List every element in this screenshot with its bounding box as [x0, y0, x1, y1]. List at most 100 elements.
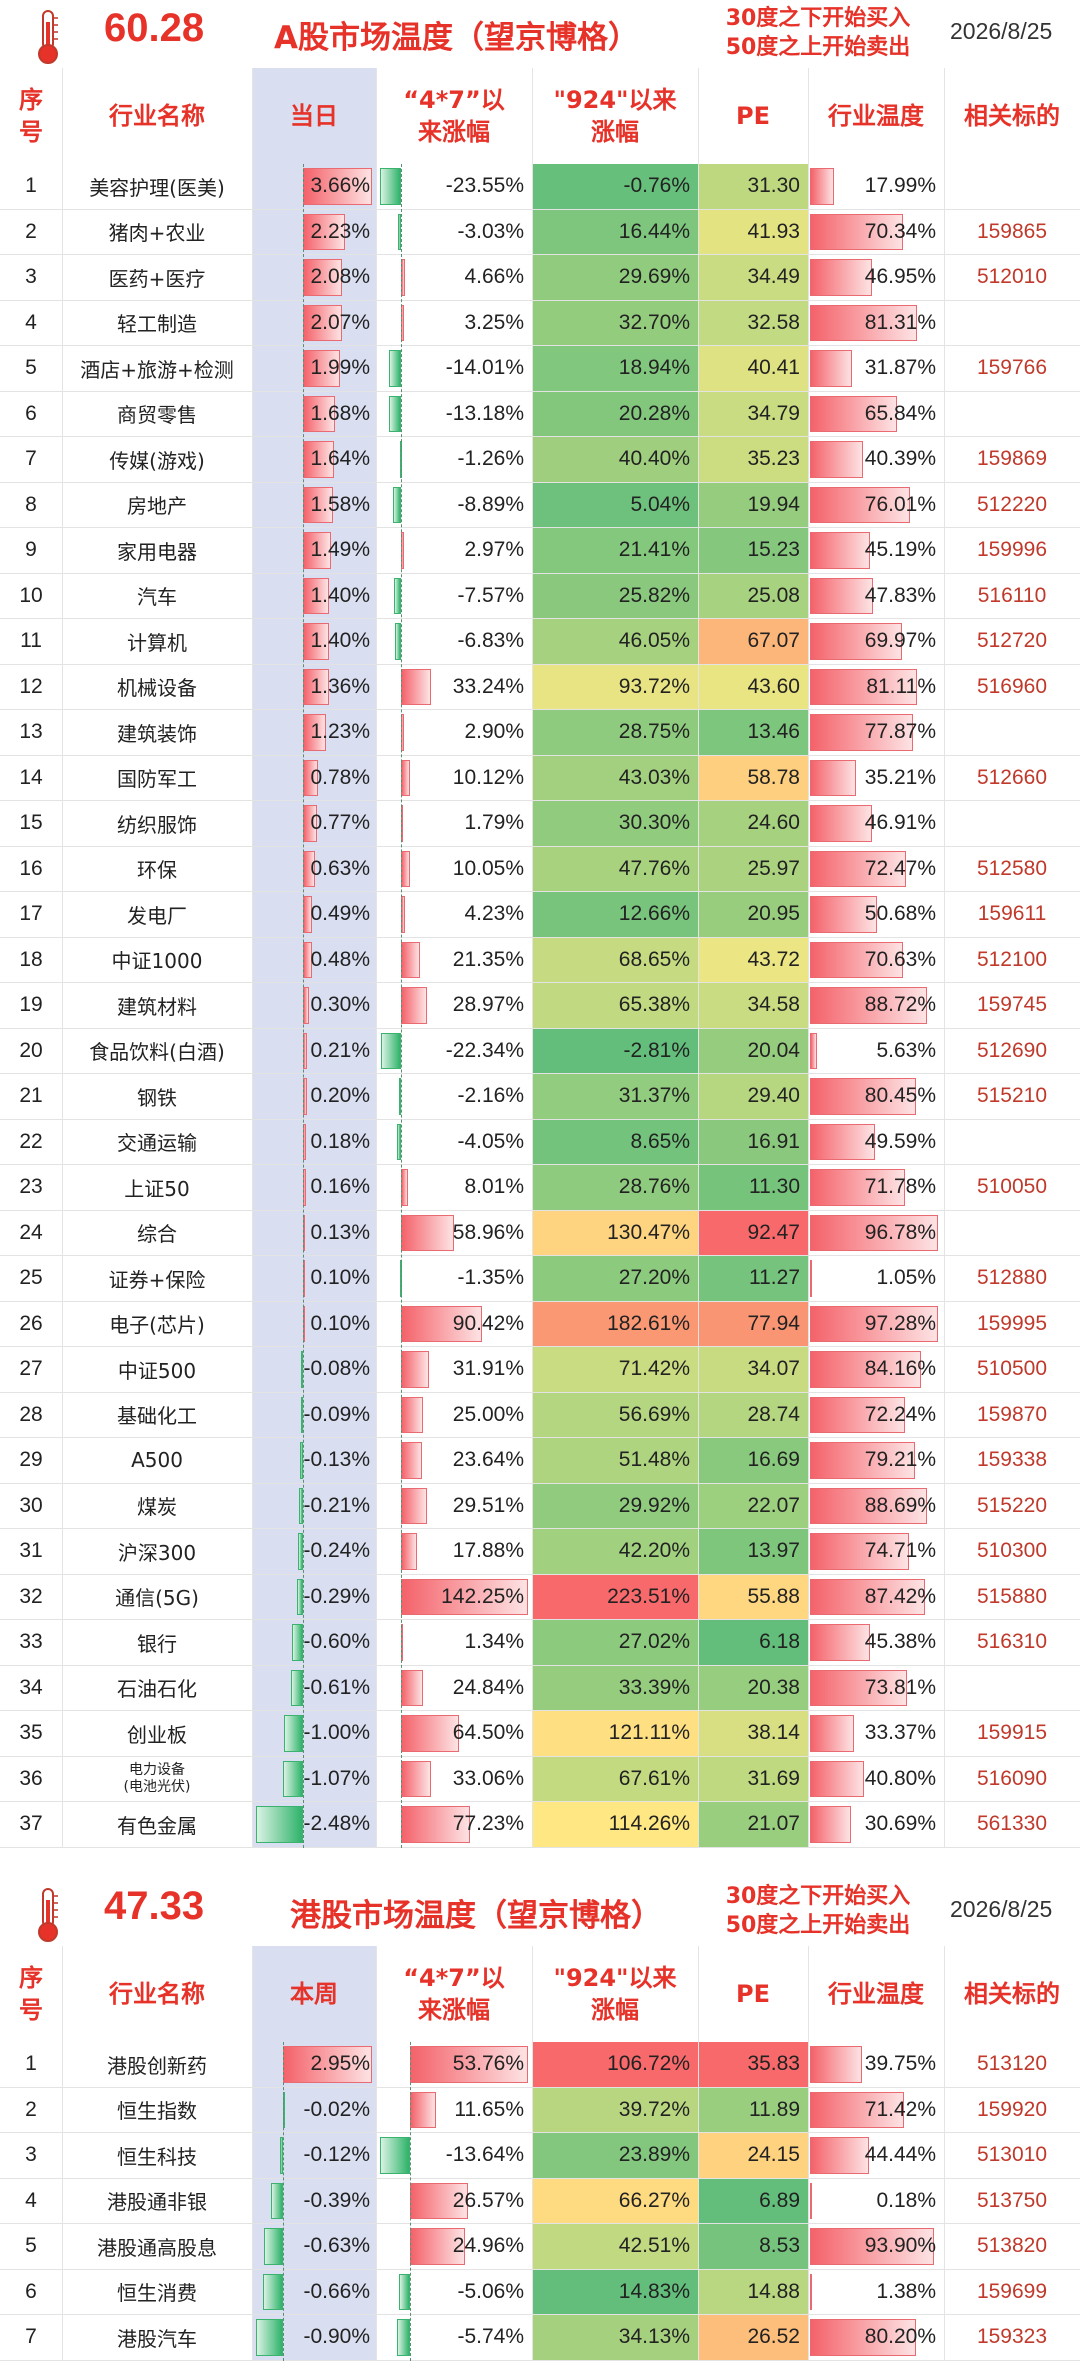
since-47-value: 10.05%	[452, 856, 524, 880]
related-fund-code[interactable]: 513820	[976, 2234, 1048, 2258]
related-fund-code[interactable]: 512580	[976, 856, 1048, 880]
related-fund-code[interactable]: 561330	[976, 1812, 1048, 1836]
related-fund-code[interactable]: 510050	[976, 1175, 1048, 1199]
related-fund-code[interactable]	[944, 1666, 1080, 1711]
industry-temperature-value: 72.47%	[864, 856, 936, 880]
industry-temperature-value: 0.18%	[876, 2188, 936, 2212]
since-924-value: 39.72%	[618, 2097, 690, 2121]
since-47-value: 2.90%	[464, 720, 524, 744]
related-fund-code[interactable]	[944, 710, 1080, 755]
daily-change-bar	[302, 395, 335, 432]
industry-temperature-bar	[810, 1351, 922, 1388]
since-47-value: 25.00%	[452, 1402, 524, 1426]
daily-change-cell: -1.00%	[252, 1711, 376, 1756]
since-924-cell: 32.70%	[532, 300, 698, 345]
table-row: 26 电子(芯片) 0.10% 90.42% 182.61% 77.94 97.28% 159…	[0, 1301, 1080, 1347]
since-924-cell: 29.92%	[532, 1483, 698, 1528]
since-924-value: 34.13%	[618, 2325, 690, 2349]
since-924-value: 51.48%	[618, 1448, 690, 1472]
industry-temperature-bar	[810, 2046, 863, 2083]
market-header: 47.33 港股市场温度（望京博格） 30度之下开始买入 50度之上开始卖出 2026/…	[0, 1878, 1080, 1946]
daily-change-bar	[302, 441, 334, 478]
related-fund-code[interactable]: 512100	[976, 947, 1048, 971]
related-fund-code[interactable]	[944, 1120, 1080, 1165]
since-47-value: 2.97%	[464, 538, 524, 562]
since-47-value: -1.35%	[457, 1266, 524, 1290]
since-924-value: 32.70%	[618, 310, 690, 334]
related-fund-code[interactable]: 516960	[976, 674, 1048, 698]
related-fund-code[interactable]: 159611	[977, 902, 1047, 926]
daily-change-bar	[271, 2182, 284, 2219]
related-fund-code[interactable]: 159920	[976, 2097, 1048, 2121]
related-fund-code[interactable]: 516110	[977, 583, 1047, 607]
industry-temperature-cell: 49.59%	[808, 1120, 944, 1165]
industry-temperature-bar	[810, 259, 872, 296]
since-924-value: 23.89%	[618, 2143, 690, 2167]
table-row: 33 银行 -0.60% 1.34% 27.02% 6.18 45.38% 516310	[0, 1620, 1080, 1666]
related-fund-code[interactable]: 512690	[976, 1038, 1048, 1062]
market-header: 60.28 A股市场温度（望京博格） 30度之下开始买入 50度之上开始卖出 2026/…	[0, 0, 1080, 68]
related-fund-code[interactable]: 515880	[976, 1584, 1048, 1608]
related-fund-code[interactable]: 516310	[976, 1630, 1048, 1654]
related-fund-code[interactable]: 159699	[976, 2279, 1048, 2303]
related-fund-code[interactable]: 513120	[976, 2052, 1048, 2076]
related-fund-code[interactable]	[944, 1211, 1080, 1256]
industry-temperature-value: 88.69%	[864, 1493, 936, 1517]
since-47-value: -8.89%	[457, 492, 524, 516]
pe-value: 31.69	[747, 1766, 800, 1790]
since-47-cell: -23.55%	[376, 164, 532, 209]
related-fund-code[interactable]: 159338	[976, 1448, 1048, 1472]
related-fund-code[interactable]: 159323	[976, 2325, 1048, 2349]
since-924-value: 18.94%	[618, 356, 690, 380]
pe-value: 77.94	[747, 1311, 800, 1335]
since-47-bar	[401, 1715, 459, 1752]
pe-value: 40.41	[747, 356, 800, 380]
related-fund-code[interactable]: 159870	[976, 1402, 1048, 1426]
daily-change-cell: 2.23%	[252, 210, 376, 255]
related-fund-code[interactable]: 510500	[976, 1357, 1048, 1381]
related-fund-code[interactable]: 515220	[976, 1493, 1048, 1517]
industry-temperature-cell: 93.90%	[808, 2224, 944, 2269]
related-fund-code[interactable]: 159745	[976, 993, 1048, 1017]
related-fund-code[interactable]	[944, 801, 1080, 846]
daily-change-cell: -0.09%	[252, 1393, 376, 1438]
related-fund-code[interactable]: 159766	[976, 356, 1048, 380]
related-fund-code[interactable]: 512660	[976, 765, 1048, 789]
market-temperature-value: 60.28	[104, 6, 205, 50]
related-fund-code[interactable]: 512880	[976, 1266, 1048, 1290]
pe-value: 22.07	[747, 1493, 800, 1517]
industry-temperature-value: 71.42%	[864, 2097, 936, 2121]
related-fund-code[interactable]: 513750	[976, 2188, 1048, 2212]
industry-temperature-cell: 33.37%	[808, 1711, 944, 1756]
related-fund-code[interactable]	[944, 301, 1080, 346]
related-fund-code[interactable]	[944, 392, 1080, 437]
daily-change-cell: 0.10%	[252, 1256, 376, 1301]
daily-change-value: 0.16%	[310, 1175, 370, 1199]
pe-cell: 67.07	[698, 619, 808, 664]
daily-change-cell: -0.66%	[252, 2270, 376, 2315]
related-fund-code[interactable]: 159865	[976, 219, 1048, 243]
related-fund-code[interactable]: 513010	[976, 2143, 1048, 2167]
daily-change-bar	[302, 350, 341, 387]
daily-change-bar	[298, 1533, 303, 1570]
related-fund-code[interactable]: 516090	[976, 1766, 1048, 1790]
related-fund-code[interactable]: 515210	[976, 1084, 1048, 1108]
industry-temperature-cell: 87.42%	[808, 1575, 944, 1620]
related-fund-code[interactable]: 159869	[976, 447, 1048, 471]
since-47-bar	[401, 1214, 454, 1251]
related-fund-code[interactable]: 159996	[976, 538, 1048, 562]
pe-value: 13.46	[747, 720, 800, 744]
since-924-value: 68.65%	[618, 947, 690, 971]
related-fund-code[interactable]: 512010	[976, 265, 1048, 289]
related-fund-code[interactable]	[944, 164, 1080, 209]
related-fund-code[interactable]: 159995	[976, 1311, 1048, 1335]
daily-change-cell: 1.23%	[252, 710, 376, 755]
row-index: 6	[25, 401, 37, 425]
since-47-bar	[409, 2228, 465, 2265]
industry-temperature-bar	[810, 850, 906, 887]
related-fund-code[interactable]: 159915	[976, 1721, 1048, 1745]
daily-change-cell: 1.99%	[252, 346, 376, 391]
related-fund-code[interactable]: 510300	[976, 1539, 1048, 1563]
related-fund-code[interactable]: 512220	[976, 492, 1048, 516]
related-fund-code[interactable]: 512720	[976, 629, 1048, 653]
